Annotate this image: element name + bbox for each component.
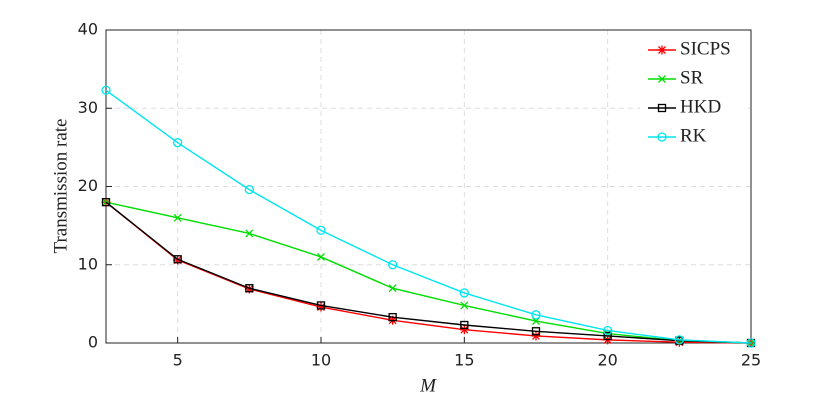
marker [603,331,612,341]
marker [746,338,756,348]
y-tick-label: 20 [78,176,98,195]
marker [316,301,326,310]
marker [531,310,541,320]
marker [658,75,666,83]
y-tick-label: 30 [78,98,98,117]
marker [173,213,182,222]
marker [603,325,613,336]
marker [657,45,667,55]
marker [388,284,397,293]
marker [674,335,684,345]
legend-label: SICPS [680,38,731,59]
marker [388,313,397,322]
marker [531,327,541,336]
marker [244,184,254,195]
marker [173,255,182,264]
legend-label: RK [680,125,707,146]
marker [657,132,667,142]
y-axis-label: Transmission rate [50,119,71,254]
marker [245,229,254,238]
marker [657,103,667,113]
series-line [105,201,752,344]
marker [531,331,541,341]
marker [244,284,254,294]
x-tick-label: 15 [454,351,474,370]
x-axis-label: M [419,375,437,396]
y-tick-label: 10 [78,254,98,273]
marker [460,301,469,310]
x-tick-label: 5 [173,351,183,370]
marker [101,85,111,95]
marker [316,302,326,312]
marker [674,337,684,347]
marker [173,138,183,148]
marker [459,288,469,298]
axes-box [105,29,752,344]
series-line [105,89,752,344]
series-line [105,201,752,344]
marker [459,325,469,335]
x-tick-label: 20 [597,351,617,370]
marker [388,260,398,270]
y-tick-label: 40 [78,20,98,39]
y-tick-label: 0 [88,333,98,352]
series-line [105,201,752,344]
legend-box [640,36,748,162]
x-tick-label: 25 [741,351,761,370]
marker [245,284,254,293]
marker [317,252,325,261]
marker [316,225,326,235]
marker [101,197,111,207]
legend-label: SR [680,67,704,88]
x-tick-label: 10 [311,351,331,370]
legend-label: HKD [680,96,721,117]
marker [173,255,183,265]
marker [460,320,469,330]
